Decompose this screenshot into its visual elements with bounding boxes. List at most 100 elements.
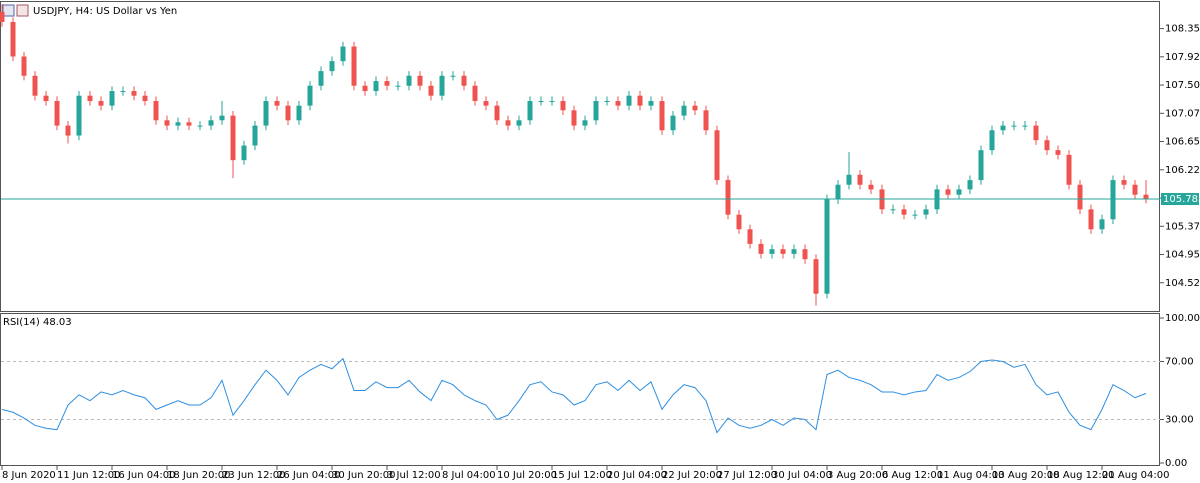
candle-body [98,101,104,106]
candle-body [307,85,313,106]
candle-body [615,101,621,106]
icon [2,4,15,17]
candle-body [175,122,181,126]
candle-body [637,95,643,106]
candle-body [340,46,346,62]
candle-body [857,174,863,185]
candle-body [1022,125,1028,127]
candle-body [373,81,379,92]
candle-body [1033,125,1039,141]
y-tick-label: 30.00 [1165,415,1194,426]
y-tick-label: 70.00 [1165,357,1194,368]
candle-body [76,95,82,136]
y-tick-label: 107.500 [1165,80,1200,91]
candle-body [593,101,599,121]
y-tick-label: 104.525 [1165,278,1200,289]
candle-body [978,150,984,181]
candle-body [274,101,280,106]
x-tick-label: 27 Jul 12:00 [717,470,777,481]
candle-body [241,145,247,161]
candle-body [219,115,225,121]
candle-body [142,95,148,102]
x-tick-label: 26 Jun 04:00 [277,470,341,481]
candle-body [516,120,522,126]
candle-body [197,125,203,127]
candle-body [835,184,841,200]
candle-body [439,75,445,96]
icon [16,4,29,17]
candle-body [384,81,390,86]
x-tick-label: 8 Jun 2020 [2,470,56,481]
candle-body [1121,180,1127,185]
candle-body [461,75,467,86]
last-price-tag [1161,193,1199,206]
candle-body [120,91,126,93]
candle-body [263,101,269,126]
candle-body [604,101,610,103]
candle-body [153,101,159,121]
x-tick-label: 18 Aug 12:00 [1047,470,1114,481]
candle-body [692,105,698,111]
indicator-name: RSI(14) [3,317,40,328]
candle-body [956,189,962,195]
candle-body [890,209,896,211]
candle-body [1011,125,1017,127]
x-tick-label: 22 Jul 20:00 [662,470,722,481]
candle-body [846,174,852,185]
candle-body [1110,180,1116,220]
candle-body [252,125,258,146]
y-tick-label: 106.225 [1165,165,1200,176]
candle-body [560,101,566,111]
candle-body [1055,150,1061,155]
candle-body [1143,194,1149,200]
candle-body [21,56,27,76]
candle-body [736,214,742,230]
candle-body [824,199,830,294]
candle-body [318,71,324,86]
candle-body [131,91,137,96]
candle-body [65,125,71,136]
y-tick-label: 104.950 [1165,250,1200,261]
y-tick-label: 107.075 [1165,108,1200,119]
candle-body [802,249,808,260]
candle-body [186,122,192,126]
candle-body [351,46,357,86]
candle-body [1000,125,1006,131]
candle-body [54,101,60,126]
candle-body [912,214,918,216]
candle-body [428,85,434,96]
x-tick-label: 6 Aug 12:00 [882,470,943,481]
candle-body [1132,184,1138,195]
candle-body [1088,209,1094,230]
candle-body [527,101,533,121]
candle-body [450,75,456,77]
x-tick-label: 11 Aug 04:00 [937,470,1004,481]
x-tick-label: 8 Jul 04:00 [442,470,496,481]
candle-body [164,120,170,126]
candle-body [582,120,588,126]
chart-title: USDJPY, H4: US Dollar vs Yen [33,6,177,17]
candle-body [285,105,291,121]
candle-body [10,21,16,57]
x-tick-label: 16 Jun 04:00 [112,470,176,481]
candle-body [32,75,38,96]
candle-body [296,105,302,121]
candle-body [230,115,236,161]
x-tick-label: 10 Jul 20:00 [497,470,557,481]
last-price-label: 105.785 [1163,194,1200,205]
x-tick-label: 30 Jul 04:00 [772,470,832,481]
candle-body [472,85,478,102]
x-tick-label: 21 Aug 04:00 [1102,470,1169,481]
price-pane [0,1,1160,312]
candle-body [395,85,401,87]
candle-body [417,75,423,86]
candle-body [758,243,764,254]
candle-body [626,95,632,106]
candle-body [1044,140,1050,151]
candle-body [868,184,874,190]
candle-body [549,101,555,103]
x-tick-label: 15 Jul 12:00 [552,470,612,481]
candle-body [714,130,720,181]
candle-body [505,120,511,126]
